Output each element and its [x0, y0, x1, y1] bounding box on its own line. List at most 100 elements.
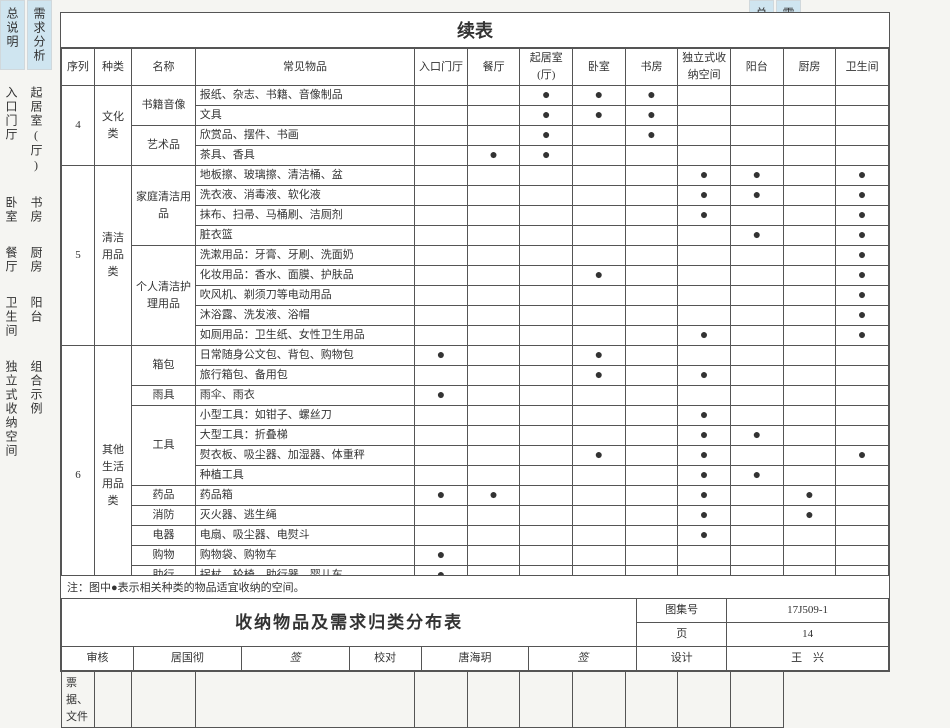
tab-l-0a[interactable]: 总说明 — [0, 0, 25, 70]
mark-cell — [783, 146, 836, 166]
mark-cell: ● — [836, 286, 889, 306]
mark-cell — [415, 166, 468, 186]
mark-cell: ● — [836, 226, 889, 246]
mark-cell — [625, 166, 678, 186]
mark-cell — [415, 86, 468, 106]
mark-cell — [625, 186, 678, 206]
mark-cell — [573, 326, 626, 346]
mark-cell — [836, 346, 889, 366]
tab-l-1b[interactable]: 起居室(厅) — [25, 80, 48, 180]
name-cell: 雨具 — [132, 386, 196, 406]
review-sign: 签 — [241, 647, 349, 671]
mark-cell — [783, 466, 836, 486]
tab-l-4a[interactable]: 卫生间 — [0, 290, 23, 344]
col-r6: 阳台 — [730, 49, 783, 86]
mark-cell — [625, 446, 678, 466]
mark-cell — [730, 106, 783, 126]
category-cell: 其他生活用品类 — [94, 346, 131, 606]
check-sign: 签 — [529, 647, 637, 671]
tab-l-2b[interactable]: 书房 — [25, 190, 48, 230]
mark-cell — [783, 426, 836, 446]
mark-cell — [730, 286, 783, 306]
seq-cell: 6 — [62, 346, 95, 606]
category-cell: 文化类 — [94, 86, 131, 166]
mark-cell — [467, 266, 520, 286]
mark-cell — [467, 386, 520, 406]
tab-l-5a[interactable]: 独立式收纳空间 — [0, 354, 23, 464]
mark-cell — [520, 406, 573, 426]
mark-cell: ● — [836, 166, 889, 186]
mark-cell — [836, 106, 889, 126]
mark-cell — [520, 226, 573, 246]
mark-cell: ● — [678, 206, 731, 226]
mark-cell — [573, 486, 626, 506]
mark-cell — [783, 406, 836, 426]
mark-cell — [467, 86, 520, 106]
items-cell: 旅行箱包、备用包 — [195, 366, 414, 386]
tab-l-1a[interactable]: 入口门厅 — [0, 80, 23, 180]
mark-cell: ● — [730, 426, 783, 446]
mark-cell — [573, 306, 626, 326]
tab-l-3b[interactable]: 厨房 — [25, 240, 48, 280]
footnote: 注：图中●表示相关种类的物品适宜收纳的空间。 — [61, 575, 889, 598]
tab-l-3a[interactable]: 餐厅 — [0, 240, 23, 280]
mark-cell — [467, 126, 520, 146]
tab-l-2a[interactable]: 卧室 — [0, 190, 23, 230]
tab-l-4b[interactable]: 阳台 — [25, 290, 48, 344]
mark-cell: ● — [625, 106, 678, 126]
col-r4: 书房 — [625, 49, 678, 86]
mark-cell: ● — [625, 86, 678, 106]
mark-cell — [625, 526, 678, 546]
name-cell: 个人清洁护理用品 — [132, 246, 196, 346]
mark-cell — [520, 546, 573, 566]
mark-cell — [783, 126, 836, 146]
mark-cell — [415, 306, 468, 326]
mark-cell — [573, 546, 626, 566]
items-cell: 雨伞、雨衣 — [195, 386, 414, 406]
mark-cell — [783, 226, 836, 246]
mark-cell — [836, 86, 889, 106]
mark-cell — [520, 486, 573, 506]
tab-l-0b[interactable]: 需求分析 — [27, 0, 52, 70]
mark-cell — [678, 266, 731, 286]
items-cell: 洗衣液、消毒液、软化液 — [195, 186, 414, 206]
mark-cell — [415, 226, 468, 246]
mark-cell: ● — [520, 146, 573, 166]
mark-cell — [783, 106, 836, 126]
mark-cell — [625, 246, 678, 266]
mark-cell — [415, 126, 468, 146]
mark-cell — [573, 386, 626, 406]
mark-cell — [783, 266, 836, 286]
mark-cell — [415, 366, 468, 386]
mark-cell — [573, 406, 626, 426]
mark-cell — [520, 526, 573, 546]
mark-cell — [678, 386, 731, 406]
mark-cell — [467, 446, 520, 466]
mark-cell — [573, 166, 626, 186]
mark-cell — [467, 546, 520, 566]
mark-cell: ● — [783, 486, 836, 506]
mark-cell — [467, 206, 520, 226]
mark-cell — [730, 486, 783, 506]
items-cell: 吹风机、剃须刀等电动用品 — [195, 286, 414, 306]
mark-cell — [415, 286, 468, 306]
col-name: 名称 — [132, 49, 196, 86]
mark-cell — [467, 106, 520, 126]
mark-cell — [415, 446, 468, 466]
mark-cell — [783, 246, 836, 266]
mark-cell — [415, 186, 468, 206]
mark-cell — [783, 166, 836, 186]
mark-cell: ● — [573, 366, 626, 386]
mark-cell: ● — [678, 466, 731, 486]
mark-cell — [520, 186, 573, 206]
mark-cell — [730, 146, 783, 166]
mark-cell — [678, 86, 731, 106]
col-r5: 独立式收纳空间 — [678, 49, 731, 86]
mark-cell — [730, 306, 783, 326]
mark-cell — [678, 286, 731, 306]
mark-cell: ● — [836, 446, 889, 466]
tab-l-5b[interactable]: 组合示例 — [25, 354, 48, 464]
mark-cell — [678, 226, 731, 246]
name-cell: 家庭清洁用品 — [132, 166, 196, 246]
mark-cell — [573, 286, 626, 306]
